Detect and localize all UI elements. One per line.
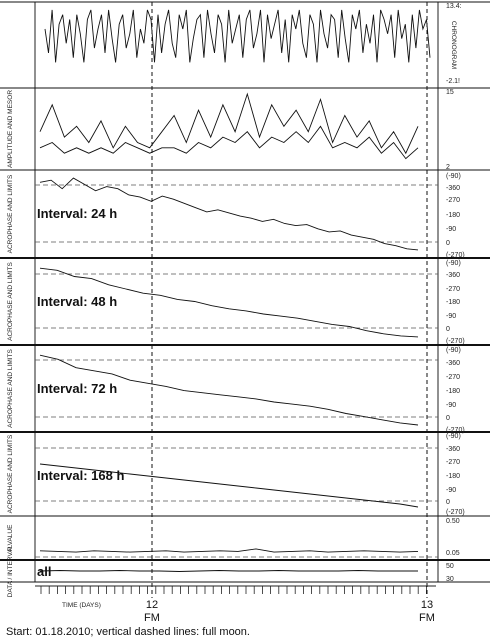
panel-ylabel: CHRONOGRAM — [450, 21, 457, 69]
series-line — [39, 267, 419, 338]
series-line — [39, 92, 419, 155]
y-tick-label: 0 — [446, 326, 450, 333]
y-tick-label: 50 — [446, 563, 454, 570]
y-tick-label: (-270) — [446, 427, 465, 434]
y-tick-label: -360 — [446, 272, 460, 279]
y-tick-label: -180 — [446, 388, 460, 395]
y-tick-label: (-270) — [446, 252, 465, 259]
y-tick-label: -270 — [446, 459, 460, 466]
series-line — [44, 9, 431, 63]
y-tick-label: -180 — [446, 473, 460, 480]
y-tick-label: 0 — [446, 499, 450, 506]
x-tick-label: 13 — [421, 599, 433, 611]
y-tick-label: (-270) — [446, 509, 465, 516]
data-marks: Interval: 24 h Interval: 48 h Interval: 72… — [37, 9, 431, 579]
y-tick-label: (-90) — [446, 433, 461, 440]
panel-ylabel: P VALUE — [7, 524, 14, 552]
y-tick-label: (-90) — [446, 347, 461, 354]
y-tick-label: -90 — [446, 487, 456, 494]
y-tick-label: 2 — [446, 164, 450, 171]
panel-ylabel: ACROPHASE AND LIMITS — [7, 174, 14, 253]
y-tick-label: 0.50 — [446, 518, 460, 525]
series-line — [39, 548, 419, 553]
figure-caption: Start: 01.18.2010; vertical dashed lines… — [6, 626, 250, 638]
y-tick-label: -270 — [446, 374, 460, 381]
y-tick-label: 0 — [446, 240, 450, 247]
y-tick-label: -90 — [446, 226, 456, 233]
panel-ylabel: AMPLITUDE AND MESOR — [7, 90, 14, 168]
y-tick-label: -90 — [446, 402, 456, 409]
x-tick-sublabel: FM — [419, 612, 435, 624]
y-tick-label: (-90) — [446, 173, 461, 180]
y-tick-label: -360 — [446, 446, 460, 453]
y-tick-label: -270 — [446, 286, 460, 293]
series-line — [39, 125, 419, 160]
interval-label: Interval: 48 h — [37, 294, 117, 309]
y-tick-label: -360 — [446, 185, 460, 192]
y-tick-label: (-270) — [446, 338, 465, 345]
x-axis-label: TIME (DAYS) — [62, 602, 101, 609]
panel-frames: CHRONOGRAM AMPLITUDE AND MESOR ACROPHASE A… — [0, 1, 490, 598]
interval-label: all — [37, 564, 51, 579]
series-line — [39, 354, 419, 426]
y-tick-label: -2.1! — [446, 78, 460, 85]
y-tick-label: 0.05 — [446, 550, 460, 557]
y-tick-label: (-90) — [446, 260, 461, 267]
series-line — [39, 570, 418, 572]
y-tick-label: 30 — [446, 576, 454, 583]
y-tick-label: 13.4: — [446, 3, 462, 10]
panel-ylabel: ACROPHASE AND LIMITS — [7, 261, 14, 340]
panel-ylabel: ACROPHASE AND LIMITS — [7, 434, 14, 513]
y-tick-label: -270 — [446, 197, 460, 204]
panel-ylabel: ACROPHASE AND LIMITS — [7, 348, 14, 427]
series-line — [39, 463, 419, 508]
panel-ylabel: DATA / INTERVAL — [7, 544, 14, 597]
interval-label: Interval: 168 h — [37, 468, 124, 483]
series-line — [39, 177, 419, 251]
y-tick-label: -180 — [446, 212, 460, 219]
x-tick-sublabel: FM — [144, 612, 160, 624]
tick-labels: 13.4: -2.1! 15 2 (-90) -360 -270 -180 -90 0 (-270)… — [446, 3, 465, 583]
y-tick-label: -90 — [446, 313, 456, 320]
interval-label: Interval: 72 h — [37, 381, 117, 396]
y-tick-label: -180 — [446, 299, 460, 306]
y-tick-label: 0 — [446, 415, 450, 422]
x-tick-label: 12 — [146, 599, 158, 611]
y-tick-label: -360 — [446, 360, 460, 367]
interval-label: Interval: 24 h — [37, 206, 117, 221]
y-tick-label: 15 — [446, 89, 454, 96]
